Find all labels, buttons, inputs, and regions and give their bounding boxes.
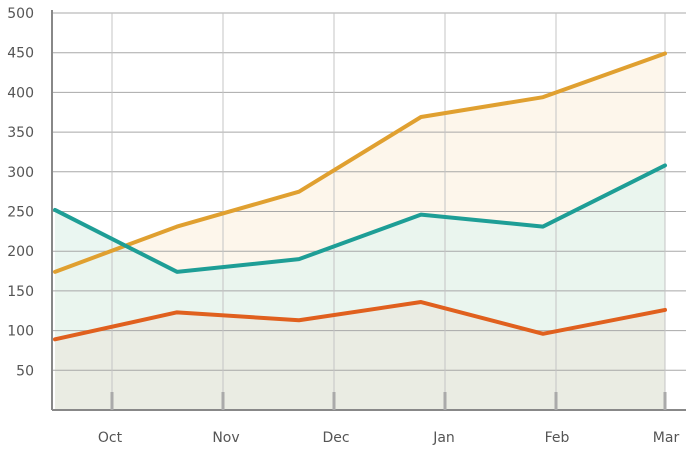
series-3-line: [53, 300, 667, 342]
y-tick-label: 100: [7, 324, 34, 340]
axes: [51, 10, 686, 411]
x-tick-label: Dec: [322, 430, 349, 446]
series-2-line: [53, 163, 667, 274]
x-tick-label: Oct: [98, 430, 123, 446]
y-tick-label: 350: [7, 125, 34, 141]
y-tick-label: 200: [7, 244, 34, 260]
y-axis-labels: 50 100 150 200 250 300 350 400 450 500: [7, 6, 34, 379]
x-tick-label: Jan: [432, 430, 455, 446]
series-1-line: [53, 51, 667, 274]
area-fills: [55, 53, 665, 411]
y-tick-label: 150: [7, 284, 34, 300]
x-tick-label: Mar: [653, 430, 680, 446]
y-tick-label: 400: [7, 85, 34, 101]
series-3-area: [55, 302, 665, 410]
y-tick-label: 50: [16, 363, 34, 379]
y-tick-label: 500: [7, 6, 34, 22]
x-axis-labels: Oct Nov Dec Jan Feb Mar: [98, 430, 680, 446]
series-lines: [53, 51, 667, 342]
y-tick-label: 450: [7, 46, 34, 62]
x-tick-label: Nov: [212, 430, 239, 446]
y-tick-label: 300: [7, 165, 34, 181]
x-tick-label: Feb: [545, 430, 570, 446]
y-tick-label: 250: [7, 205, 34, 221]
grid-lines: [52, 12, 686, 410]
